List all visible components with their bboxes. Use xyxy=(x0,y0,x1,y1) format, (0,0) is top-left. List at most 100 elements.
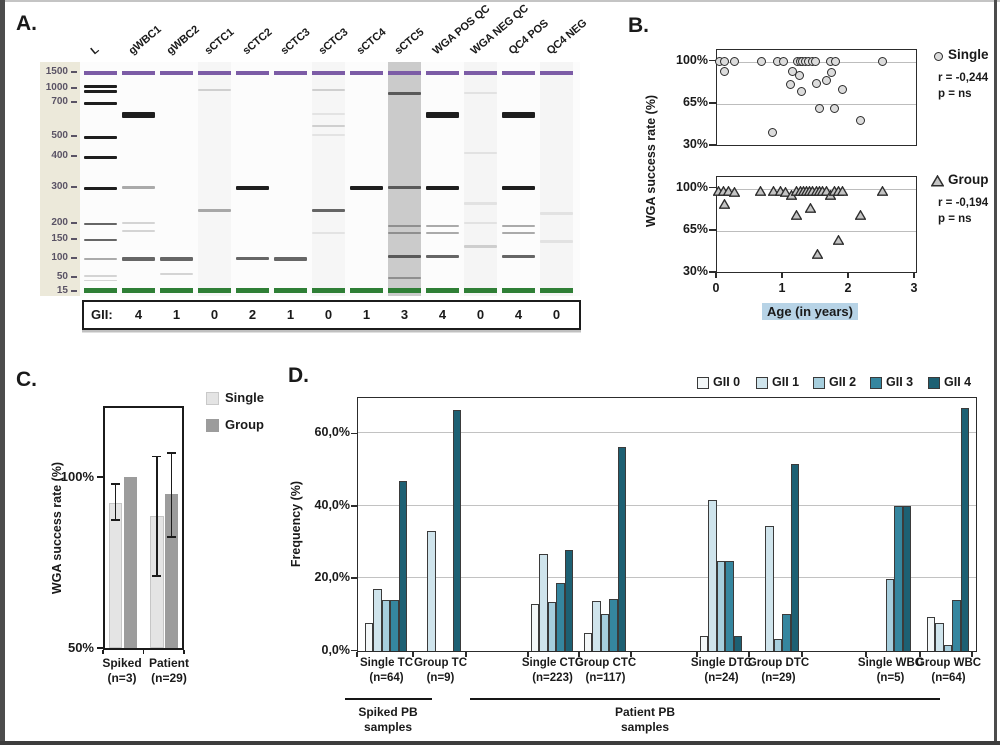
dna-band xyxy=(540,240,573,243)
gel-marker-band-bottom xyxy=(84,288,117,293)
dna-band xyxy=(540,212,573,215)
bar-gii1-cat3 xyxy=(592,601,601,651)
category-label: Group CTC xyxy=(574,657,637,669)
ladder-label: 400 xyxy=(51,150,68,161)
bar-gii2-cat0 xyxy=(381,600,391,651)
x-tick-mark xyxy=(919,652,921,657)
dna-band xyxy=(464,202,497,205)
dna-band xyxy=(464,92,497,94)
dna-band xyxy=(312,209,345,212)
y-tick-mark xyxy=(709,271,716,273)
gel-lane xyxy=(198,62,231,296)
data-point-circle xyxy=(786,79,796,89)
legend-label-gii1: GII 1 xyxy=(772,375,800,389)
gridline xyxy=(717,230,916,232)
category-label: Single DTC xyxy=(690,657,753,669)
gel-marker-band-bottom xyxy=(426,288,459,293)
bar-gii4-cat6 xyxy=(902,506,912,651)
gel-marker-band-bottom xyxy=(502,288,535,293)
dna-band xyxy=(426,112,459,118)
dna-band xyxy=(502,255,535,258)
gel-marker-band-top xyxy=(464,71,497,75)
x-tick-mark xyxy=(801,652,803,657)
gel-marker-band-bottom xyxy=(122,288,155,293)
dna-band xyxy=(464,152,497,154)
legend-label-group: Group xyxy=(225,417,264,432)
legend-swatch-gii1 xyxy=(756,377,768,389)
dna-band xyxy=(160,257,193,261)
bar-gii0-cat2 xyxy=(530,603,540,651)
gel-lane-label: sCTC4 xyxy=(354,26,389,58)
panel-d-label: D. xyxy=(288,364,309,387)
bar-gii2-cat2 xyxy=(547,602,557,651)
bar-single-0 xyxy=(108,502,122,648)
bar-gii1-cat7 xyxy=(935,622,944,651)
dna-band xyxy=(464,245,497,248)
dna-band xyxy=(84,239,117,241)
error-bar-cap xyxy=(166,452,176,454)
dna-band xyxy=(350,186,383,190)
legend-label-gii3: GII 3 xyxy=(886,375,914,389)
data-point-triangle xyxy=(779,184,792,198)
data-point-circle xyxy=(810,57,820,66)
gel-marker-band-top xyxy=(350,71,383,75)
scatter-plot-group xyxy=(712,176,917,273)
data-point-triangle xyxy=(832,232,845,246)
ladder-label: 150 xyxy=(51,233,68,244)
gel-marker-band-top xyxy=(274,71,307,75)
ladder-label: 1500 xyxy=(45,66,68,77)
data-point-circle xyxy=(877,57,887,66)
dna-band xyxy=(122,222,155,224)
ladder-label: 15 xyxy=(56,285,68,296)
bar-gii0-cat7 xyxy=(926,617,936,651)
dna-band xyxy=(426,255,459,258)
legend-label-gii0: GII 0 xyxy=(713,375,741,389)
dna-band xyxy=(388,186,421,189)
data-point-triangle xyxy=(754,183,767,196)
category-label: Patient xyxy=(148,656,189,670)
category-label: (n=64) xyxy=(369,672,404,684)
y-tick-label: 30% xyxy=(682,137,708,151)
legend-swatch-group xyxy=(206,419,219,432)
gel-lane-label: sCTC2 xyxy=(240,26,275,58)
y-tick-mark xyxy=(351,505,357,507)
category-label: Group DTC xyxy=(747,657,810,669)
y-tick-label: 100% xyxy=(676,52,708,67)
legend-label-gii4: GII 4 xyxy=(944,375,972,389)
dna-band xyxy=(84,275,117,277)
correlation-r-single: r = -0,244 xyxy=(938,72,989,84)
category-label: Group WBC xyxy=(915,657,982,669)
bar-gii0-cat3 xyxy=(583,632,593,651)
bar-gii3-cat6 xyxy=(894,506,903,651)
dna-band xyxy=(160,273,193,275)
data-point-triangle xyxy=(790,207,803,221)
dna-band xyxy=(426,186,459,190)
gii-value: 1 xyxy=(172,307,181,322)
legend-label-single: Single xyxy=(225,390,265,405)
data-point-circle xyxy=(720,66,730,76)
ladder-label: 700 xyxy=(51,96,68,107)
ladder-tick xyxy=(71,257,77,259)
gii-score-box: GII: 4 1 0 2 1 0 1 3 4 0 4 0 xyxy=(82,300,581,330)
sample-group-label: samples xyxy=(620,720,670,734)
gridline xyxy=(358,577,976,579)
y-tick-label: 40,0% xyxy=(314,497,350,512)
error-bar-line xyxy=(170,453,172,537)
figure-border-left xyxy=(0,0,5,745)
panel-b-label: B. xyxy=(628,14,649,37)
dna-band xyxy=(502,112,535,118)
bar-gii4-cat2 xyxy=(564,550,574,651)
dna-band xyxy=(84,85,117,88)
data-point-circle xyxy=(811,78,821,88)
dna-band xyxy=(122,257,155,261)
error-bar-cap xyxy=(166,536,176,538)
y-tick-label: 100% xyxy=(60,469,94,484)
gel-marker-band-bottom xyxy=(274,288,307,293)
sample-group-label: Spiked PB xyxy=(358,705,418,719)
figure-border-top xyxy=(0,0,1000,2)
gel-marker-band-top xyxy=(84,71,117,75)
data-point-circle xyxy=(837,84,847,94)
bar-gii0-cat0 xyxy=(364,622,374,651)
gii-value: 2 xyxy=(248,307,257,322)
p-value-group: p = ns xyxy=(938,213,972,225)
